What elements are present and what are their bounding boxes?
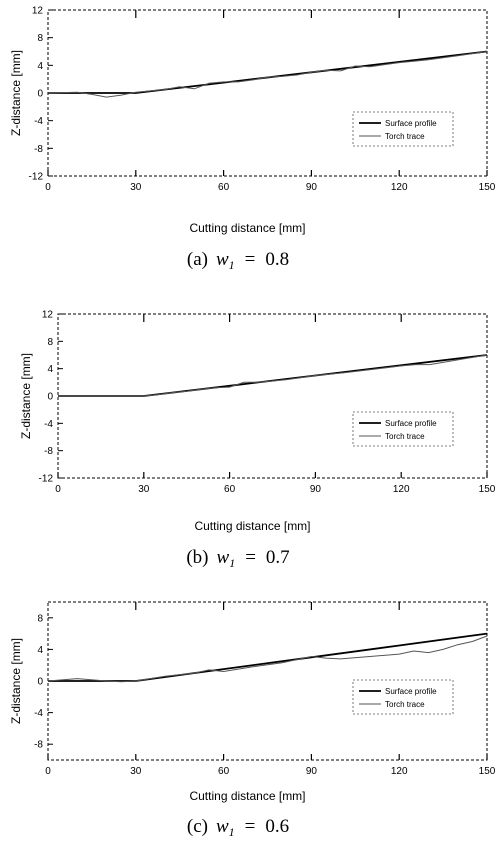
x-tick-label: 60 [224, 484, 236, 495]
y-tick-label: 12 [42, 310, 54, 321]
legend-box [352, 679, 454, 715]
x-tick-label: 0 [45, 766, 51, 777]
y-tick-label: -8 [44, 446, 53, 457]
x-axis-title: Cutting distance [mm] [189, 221, 305, 235]
series-line-0 [48, 50, 488, 94]
x-tick-label: 90 [306, 182, 318, 193]
y-tick-label: 4 [37, 61, 43, 72]
x-tick-label: 30 [138, 484, 150, 495]
caption-equals: = [245, 816, 256, 837]
legend-box [352, 411, 454, 447]
y-tick-label: -4 [44, 419, 53, 430]
y-tick-label: 8 [37, 613, 43, 624]
series-line-0 [58, 354, 488, 397]
caption-letter: (a) [187, 249, 208, 270]
y-tick-label: -4 [34, 116, 43, 127]
y-tick-label: -8 [34, 740, 43, 751]
legend-label: Torch trace [385, 700, 425, 709]
y-tick-label: 8 [47, 337, 53, 348]
y-axis-title: Z-distance [mm] [9, 50, 23, 136]
x-tick-label: 60 [218, 766, 230, 777]
caption-variable: w [217, 547, 230, 568]
legend-label: Torch trace [385, 132, 425, 141]
caption-value: 0.6 [265, 816, 289, 837]
legend: Surface profile Torch trace [352, 411, 454, 447]
caption-value: 0.8 [265, 249, 289, 270]
caption-equals: = [245, 547, 256, 568]
caption-subscript: 1 [229, 825, 235, 839]
x-tick-label: 0 [45, 182, 51, 193]
legend: Surface profile Torch trace [352, 679, 454, 715]
y-tick-label: -4 [34, 708, 43, 719]
x-tick-label: 150 [479, 766, 496, 777]
x-axis-title: Cutting distance [mm] [194, 519, 310, 533]
caption-letter: (c) [187, 816, 208, 837]
caption-equals: = [245, 249, 256, 270]
y-tick-label: 12 [32, 6, 44, 17]
y-tick-label: 0 [37, 89, 43, 100]
y-tick-label: 4 [37, 645, 43, 656]
series-line-1 [58, 354, 488, 397]
x-tick-label: 90 [310, 484, 322, 495]
series-line-1 [47, 635, 488, 683]
legend-label: Surface profile [385, 419, 437, 428]
x-axis-title: Cutting distance [mm] [189, 789, 305, 803]
legend-label: Surface profile [385, 119, 437, 128]
y-tick-label: 4 [47, 364, 53, 375]
caption: (b) w1 = 0.7 [186, 547, 289, 570]
legend: Surface profile Torch trace [352, 111, 454, 147]
chart-panel-2: 8 4 0 -4 -8 0 30 60 90 120 150 Surface profile Torch… [9, 601, 496, 839]
x-tick-label: 30 [130, 182, 142, 193]
caption-letter: (b) [186, 547, 208, 568]
y-tick-label: 0 [47, 392, 53, 403]
x-tick-label: 90 [306, 766, 318, 777]
x-tick-label: 60 [218, 182, 230, 193]
y-axis-title: Z-distance [mm] [9, 638, 23, 724]
legend-label: Torch trace [385, 432, 425, 441]
y-tick-label: -8 [34, 144, 43, 155]
y-tick-label: 8 [37, 33, 43, 44]
series-line-1 [47, 51, 488, 98]
x-tick-label: 120 [391, 182, 408, 193]
caption-subscript: 1 [229, 258, 235, 272]
series-line-0 [48, 632, 488, 682]
legend-label: Surface profile [385, 687, 437, 696]
y-axis-title: Z-distance [mm] [19, 353, 33, 439]
x-tick-label: 120 [391, 766, 408, 777]
caption: (a) w1 = 0.8 [187, 249, 289, 272]
caption-variable: w [216, 249, 229, 270]
legend-box [352, 111, 454, 147]
x-tick-label: 150 [479, 484, 496, 495]
caption-subscript: 1 [229, 556, 235, 570]
x-tick-label: 150 [479, 182, 496, 193]
y-tick-label: -12 [39, 474, 54, 485]
x-tick-label: 30 [130, 766, 142, 777]
caption-value: 0.7 [266, 547, 290, 568]
y-tick-label: 0 [37, 677, 43, 688]
x-tick-label: 0 [55, 484, 61, 495]
y-tick-label: -12 [29, 172, 44, 183]
caption-variable: w [216, 816, 229, 837]
caption: (c) w1 = 0.6 [187, 816, 289, 839]
plot-frame [57, 313, 488, 479]
x-tick-label: 120 [393, 484, 410, 495]
